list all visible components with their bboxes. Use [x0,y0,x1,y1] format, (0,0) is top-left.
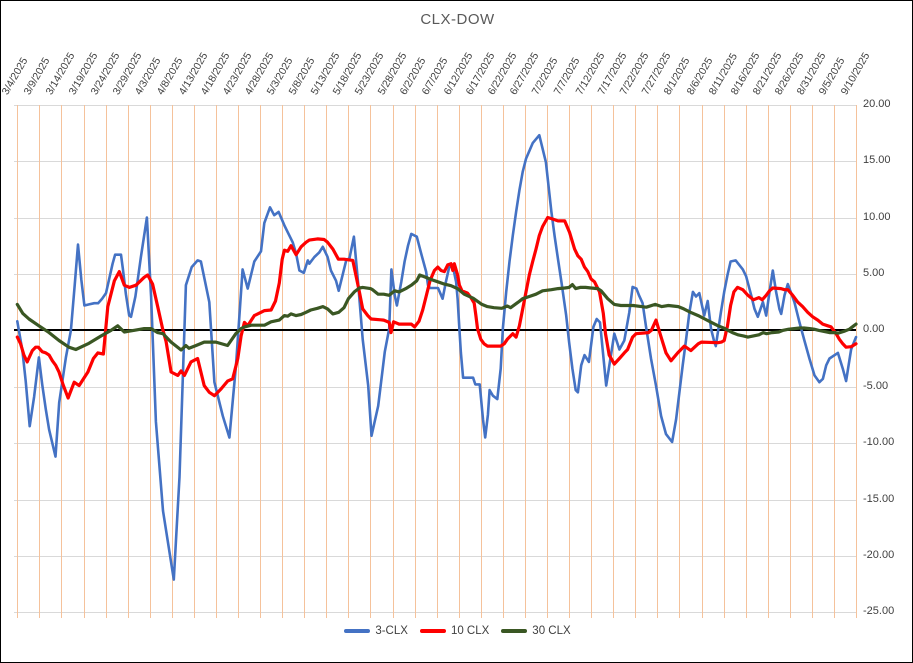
v-gridline [856,104,857,619]
h-gridline [14,443,856,445]
v-gridline [348,104,350,619]
h-gridline [14,217,856,219]
v-gridline [679,104,681,619]
v-gridline [105,104,107,619]
y-tick-label: -5.00 [863,379,889,392]
v-gridline [789,104,791,619]
v-gridline [635,104,637,619]
v-gridline [282,104,284,619]
y-tick-label: 0.00 [863,323,885,336]
v-gridline [149,104,151,619]
v-gridline [215,104,217,619]
v-gridline [436,104,438,619]
h-gridline [14,555,856,557]
v-gridline [811,104,813,619]
h-gridline [14,104,856,106]
legend-line-swatch [501,629,528,633]
legend-item-30-clx[interactable]: 30 CLX [501,625,571,637]
v-gridline [83,104,85,619]
v-gridline [127,104,129,619]
v-gridline [569,104,571,619]
y-tick-label: 20.00 [863,97,891,110]
h-gridline [14,273,856,275]
v-gridline [458,104,460,619]
h-gridline [14,612,856,614]
legend-label: 30 CLX [532,625,571,637]
v-gridline [767,104,769,619]
v-gridline [745,104,747,619]
v-gridline [833,104,835,619]
h-gridline [14,499,856,501]
zero-axis-line [14,329,856,332]
y-tick-label: -25.00 [863,605,895,618]
legend-item-3-clx[interactable]: 3-CLX [344,625,408,637]
h-gridline [14,161,856,163]
v-gridline [370,104,372,619]
v-gridline [480,104,482,619]
v-gridline [17,104,19,619]
v-gridline [502,104,504,619]
legend: 3-CLX 10 CLX 30 CLX [1,625,912,637]
legend-label: 3-CLX [375,625,408,637]
v-gridline [657,104,659,619]
v-gridline [414,104,416,619]
legend-label: 10 CLX [450,625,490,637]
v-gridline [260,104,262,619]
h-gridline [14,386,856,388]
v-gridline [547,104,548,619]
series-line-10-clx[interactable] [15,215,858,400]
series-line-3-clx[interactable] [15,133,858,581]
y-tick-label: 10.00 [863,210,891,223]
series-line-30-clx[interactable] [15,273,858,352]
legend-line-swatch [419,629,446,633]
v-gridline [524,104,526,619]
v-gridline [701,104,703,619]
y-tick-label: -20.00 [863,548,895,561]
y-tick-label: 15.00 [863,154,891,167]
v-gridline [326,104,328,619]
v-gridline [591,104,593,619]
y-tick-label: -10.00 [863,436,895,449]
legend-line-swatch [344,629,371,633]
v-gridline [171,104,173,619]
v-gridline [392,104,394,619]
chart-title: CLX-DOW [420,11,495,28]
v-gridline [723,104,725,619]
v-gridline [304,104,306,619]
legend-item-10-clx[interactable]: 10 CLX [419,625,490,637]
y-tick-label: -15.00 [863,492,895,505]
v-gridline [61,104,63,619]
y-tick-label: 5.00 [863,266,885,279]
